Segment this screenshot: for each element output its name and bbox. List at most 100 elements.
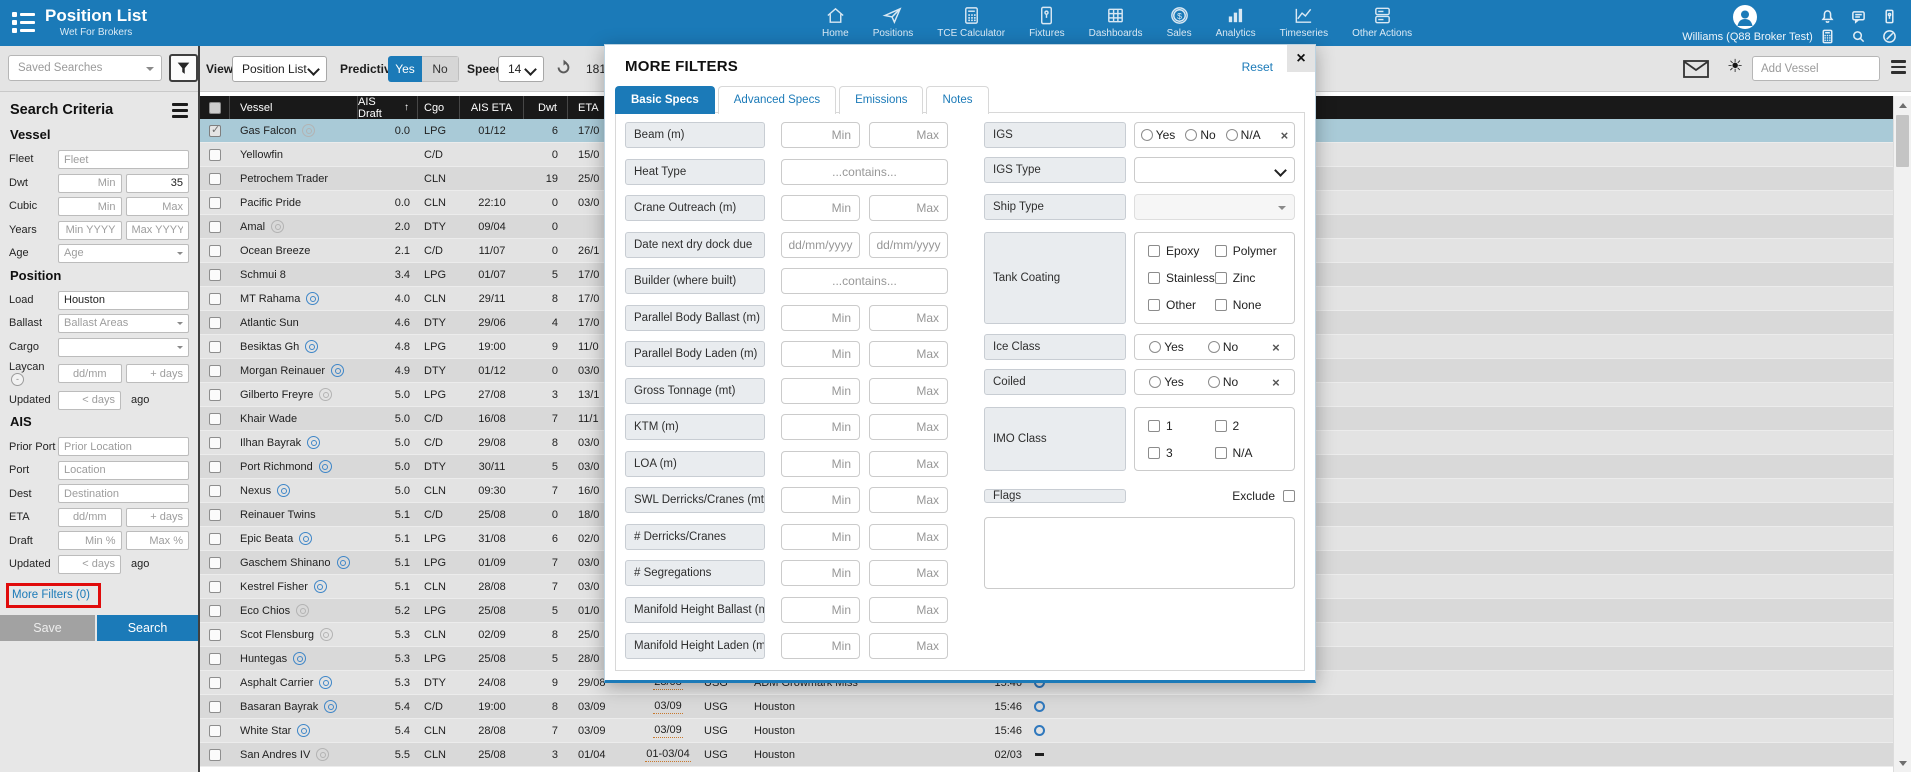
ballast-select[interactable]: Ballast Areas — [58, 314, 189, 333]
cubic-max-input[interactable] — [125, 197, 189, 216]
filter-max-input[interactable] — [869, 341, 948, 367]
filter-max-input[interactable] — [869, 596, 948, 623]
age-select[interactable]: Age — [58, 244, 189, 263]
row-checkbox[interactable] — [209, 244, 221, 257]
tank-coating-option[interactable]: Epoxy — [1148, 244, 1215, 258]
row-checkbox[interactable] — [209, 652, 221, 665]
imo-class-option[interactable]: 2 — [1214, 419, 1282, 433]
filter-max-input[interactable] — [869, 487, 948, 513]
col-ais-draft[interactable]: AIS Draft ↑ — [358, 96, 418, 120]
modal-tab[interactable]: Basic Specs — [615, 86, 715, 114]
speed-select[interactable]: 14 — [498, 56, 544, 82]
imo-class-option[interactable]: 1 — [1148, 419, 1215, 433]
col-cgo[interactable]: Cgo — [418, 96, 460, 119]
col-ais-eta[interactable]: AIS ETA — [460, 96, 524, 119]
filter-max-input[interactable] — [869, 377, 948, 404]
view-select[interactable]: Position List — [232, 56, 327, 82]
position-updated-input[interactable] — [58, 390, 121, 410]
nav-timeseries[interactable]: Timeseries — [1268, 5, 1341, 39]
modal-tab[interactable]: Advanced Specs — [717, 86, 837, 114]
menu-icon[interactable] — [1891, 60, 1906, 74]
tank-coating-option[interactable]: Polymer — [1214, 244, 1281, 258]
row-checkbox[interactable] — [209, 748, 221, 761]
search-icon[interactable] — [1851, 29, 1866, 44]
nav-sales[interactable]: $ Sales — [1155, 5, 1204, 39]
filter-min-input[interactable] — [781, 633, 860, 659]
igs-option[interactable]: No — [1185, 128, 1216, 142]
reset-link[interactable]: Reset — [1241, 60, 1273, 74]
filter-min-input[interactable] — [781, 268, 948, 294]
add-vessel-input[interactable] — [1752, 56, 1880, 81]
laycan-minus-icon[interactable]: - — [11, 373, 24, 387]
filter-min-input[interactable] — [781, 195, 860, 221]
imo-class-option[interactable]: N/A — [1214, 446, 1282, 460]
filter-min-input[interactable] — [781, 560, 860, 586]
coiled-option[interactable]: Yes — [1149, 375, 1184, 389]
row-checkbox[interactable] — [209, 676, 221, 689]
igs-type-select[interactable] — [1134, 157, 1295, 183]
col-dwt[interactable]: Dwt — [524, 96, 568, 119]
imo-class-option[interactable]: 3 — [1148, 446, 1215, 460]
filter-min-input[interactable] — [781, 487, 860, 513]
clear-icon[interactable]: × — [1272, 339, 1280, 355]
tank-coating-option[interactable]: Other — [1148, 298, 1215, 312]
row-checkbox[interactable] — [209, 172, 221, 185]
more-filters-link[interactable]: More Filters (0) — [12, 588, 90, 601]
filter-max-input[interactable] — [869, 633, 948, 659]
row-checkbox[interactable] — [209, 724, 221, 737]
years-min-input[interactable] — [58, 220, 122, 240]
row-checkbox[interactable] — [209, 412, 221, 425]
clear-icon[interactable]: × — [1280, 127, 1289, 143]
row-checkbox[interactable] — [209, 292, 221, 305]
filter-min-input[interactable] — [781, 414, 860, 440]
igs-option[interactable]: N/A — [1225, 128, 1261, 142]
criteria-menu-icon[interactable] — [172, 102, 188, 118]
row-checkbox[interactable] — [209, 316, 221, 329]
dwt-max-input[interactable] — [125, 173, 189, 193]
filter-max-input[interactable] — [869, 231, 948, 258]
row-checkbox[interactable] — [209, 604, 221, 617]
compose-icon[interactable] — [1882, 29, 1897, 44]
laycan-from-input[interactable] — [58, 364, 122, 384]
envelope-icon[interactable] — [1683, 60, 1709, 78]
nav-other-actions[interactable]: Other Actions — [1340, 5, 1424, 39]
nav-positions[interactable]: Positions — [861, 5, 926, 39]
filter-max-input[interactable] — [869, 414, 948, 440]
search-button[interactable]: Search — [97, 614, 198, 641]
modal-tab[interactable]: Emissions — [839, 86, 924, 114]
ice-class-option[interactable]: Yes — [1149, 340, 1184, 354]
nav-dashboards[interactable]: Dashboards — [1077, 5, 1155, 39]
ice-class-option[interactable]: No — [1207, 340, 1238, 354]
tank-coating-option[interactable]: None — [1214, 298, 1281, 312]
filter-min-input[interactable] — [781, 341, 860, 367]
scroll-down-button[interactable] — [1894, 755, 1911, 772]
flags-textarea[interactable] — [984, 517, 1295, 589]
row-checkbox[interactable] — [209, 508, 221, 521]
filter-max-input[interactable] — [869, 560, 948, 586]
filter-max-input[interactable] — [869, 450, 948, 477]
filter-max-input[interactable] — [869, 523, 948, 550]
filter-min-input[interactable] — [781, 158, 948, 185]
load-input[interactable] — [58, 290, 189, 310]
row-checkbox[interactable] — [209, 436, 221, 449]
filter-min-input[interactable] — [781, 377, 860, 404]
ais-updated-input[interactable] — [58, 554, 121, 574]
nav-analytics[interactable]: Analytics — [1204, 5, 1268, 39]
clear-icon[interactable]: × — [1272, 374, 1280, 390]
cargo-select[interactable] — [58, 337, 189, 357]
row-checkbox[interactable] — [209, 700, 221, 713]
close-button[interactable]: × — [1287, 45, 1315, 72]
tank-coating-option[interactable]: Stainless — [1148, 271, 1215, 285]
brightness-icon[interactable]: ☀ — [1727, 56, 1744, 76]
table-row[interactable]: San Andres IV 5.5 CLN 25/08 3 01/04 01-0… — [200, 743, 1893, 767]
row-checkbox[interactable] — [209, 268, 221, 281]
dest-input[interactable] — [58, 484, 189, 504]
exclude-checkbox[interactable] — [1283, 490, 1295, 502]
prior-port-input[interactable] — [58, 437, 189, 457]
col-vessel[interactable]: Vessel — [230, 96, 358, 119]
ais-eta-from-input[interactable] — [58, 507, 122, 527]
table-row[interactable]: White Star 5.4 CLN 28/08 7 03/09 03/09 U… — [200, 719, 1893, 743]
row-checkbox[interactable] — [209, 196, 221, 209]
refresh-button[interactable] — [555, 59, 572, 76]
filter-min-input[interactable] — [781, 450, 860, 477]
